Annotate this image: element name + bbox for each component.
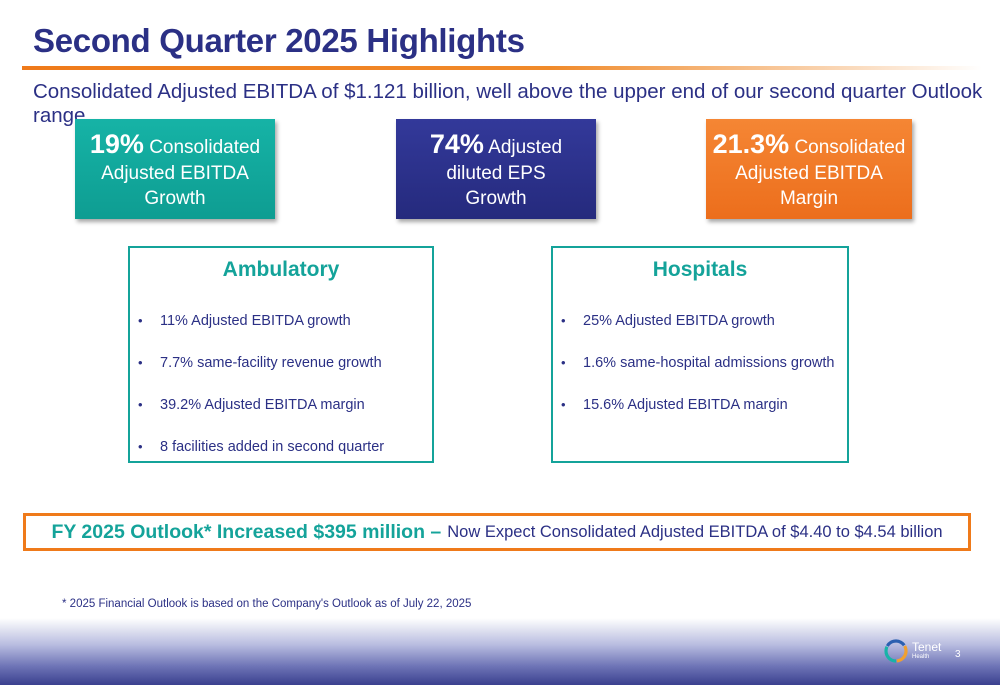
logo-subname: Health — [912, 654, 930, 660]
kpi-ebitda-margin: 21.3% Consolidated Adjusted EBITDA Margi… — [706, 119, 912, 219]
list-item: • 1.6% same-hospital admissions growth — [561, 354, 847, 396]
bullet-icon: • — [138, 313, 143, 328]
kpi-ebitda-growth: 19% Consolidated Adjusted EBITDA Growth — [75, 119, 275, 219]
list-item: • 11% Adjusted EBITDA growth — [138, 312, 432, 354]
kpi-value: 21.3% — [712, 128, 790, 159]
list-item: • 7.7% same-facility revenue growth — [138, 354, 432, 396]
panel-title: Hospitals — [652, 258, 748, 281]
kpi-value: 74% — [429, 128, 484, 159]
bullet-icon: • — [561, 313, 566, 328]
hospitals-panel: Hospitals • 25% Adjusted EBITDA growth • 1… — [551, 246, 849, 463]
page-title: Second Quarter 2025 Highlights — [33, 22, 525, 59]
bullet-icon: • — [138, 397, 143, 412]
ambulatory-list: • 11% Adjusted EBITDA growth • 7.7% same-f… — [130, 312, 432, 480]
list-item-text: 7.7% same-facility revenue growth — [160, 355, 382, 371]
kpi-label-line: diluted EPS — [446, 162, 546, 184]
page-subtitle: Consolidated Adjusted EBITDA of $1.121 b… — [33, 80, 983, 127]
list-item: • 8 facilities added in second quarter — [138, 438, 432, 480]
footer-band — [0, 618, 1000, 685]
list-item: • 25% Adjusted EBITDA growth — [561, 312, 847, 354]
kpi-label-line: Consolidated — [149, 136, 261, 158]
ambulatory-panel: Ambulatory • 11% Adjusted EBITDA growth •… — [128, 246, 434, 463]
bullet-icon: • — [561, 397, 566, 412]
list-item-text: 25% Adjusted EBITDA growth — [583, 313, 775, 329]
kpi-label-line: Growth — [465, 187, 527, 209]
footnote: * 2025 Financial Outlook is based on the… — [62, 598, 472, 610]
list-item: • 39.2% Adjusted EBITDA margin — [138, 396, 432, 438]
kpi-value: 19% — [89, 128, 144, 159]
kpi-label-line: Adjusted EBITDA — [101, 162, 249, 184]
outlook-highlight: FY 2025 Outlook* Increased $395 million … — [51, 520, 442, 543]
hospitals-list: • 25% Adjusted EBITDA growth • 1.6% same-h… — [553, 312, 847, 438]
panel-title: Ambulatory — [222, 258, 340, 281]
list-item-text: 8 facilities added in second quarter — [160, 439, 385, 455]
outlook-detail: Now Expect Consolidated Adjusted EBITDA … — [447, 522, 943, 541]
kpi-label-line: Margin — [779, 187, 839, 209]
tenet-logo-icon — [884, 639, 908, 663]
bullet-icon: • — [138, 355, 143, 370]
list-item-text: 11% Adjusted EBITDA growth — [160, 313, 351, 329]
list-item-text: 39.2% Adjusted EBITDA margin — [160, 397, 365, 413]
title-divider — [22, 66, 982, 70]
bullet-icon: • — [138, 439, 143, 454]
kpi-eps-growth: 74% Adjusted diluted EPS Growth — [396, 119, 596, 219]
page-number: 3 — [955, 649, 961, 660]
list-item-text: 15.6% Adjusted EBITDA margin — [583, 397, 788, 413]
kpi-label-line: Adjusted — [488, 136, 563, 158]
kpi-label-line: Adjusted EBITDA — [735, 162, 883, 184]
bullet-icon: • — [561, 355, 566, 370]
company-logo: Tenet Health — [882, 636, 952, 666]
outlook-callout: FY 2025 Outlook* Increased $395 million … — [23, 513, 971, 551]
kpi-label-line: Growth — [144, 187, 206, 209]
list-item-text: 1.6% same-hospital admissions growth — [583, 355, 835, 371]
logo-name: Tenet — [912, 640, 942, 654]
list-item: • 15.6% Adjusted EBITDA margin — [561, 396, 847, 438]
kpi-label-line: Consolidated — [794, 136, 906, 158]
